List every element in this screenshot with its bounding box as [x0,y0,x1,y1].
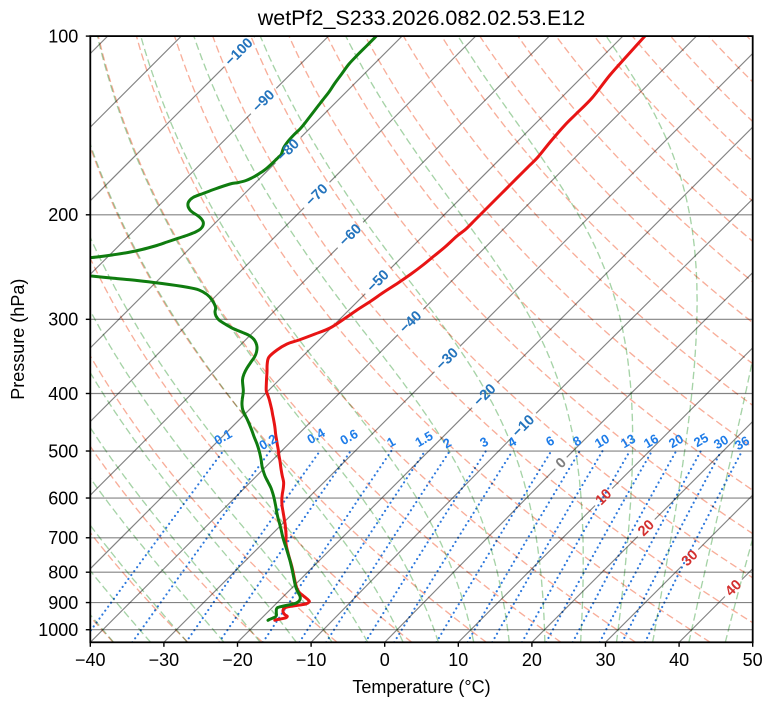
svg-text:50: 50 [743,650,763,670]
svg-text:−30: −30 [149,650,180,670]
svg-text:500: 500 [48,441,78,461]
svg-text:700: 700 [48,528,78,548]
svg-text:30: 30 [595,650,615,670]
svg-text:600: 600 [48,488,78,508]
svg-text:Temperature (°C): Temperature (°C) [352,677,490,697]
svg-text:400: 400 [48,384,78,404]
svg-text:100: 100 [48,27,78,47]
svg-text:300: 300 [48,310,78,330]
svg-text:10: 10 [448,650,468,670]
svg-text:20: 20 [522,650,542,670]
svg-text:1000: 1000 [38,620,78,640]
svg-text:800: 800 [48,563,78,583]
svg-text:Pressure (hPa): Pressure (hPa) [8,279,28,400]
svg-text:−10: −10 [296,650,327,670]
svg-text:200: 200 [48,205,78,225]
svg-text:0: 0 [380,650,390,670]
svg-text:−20: −20 [222,650,253,670]
svg-text:900: 900 [48,593,78,613]
svg-text:−40: −40 [75,650,106,670]
svg-text:wetPf2_S233.2026.082.02.53.E12: wetPf2_S233.2026.082.02.53.E12 [257,6,586,30]
svg-text:40: 40 [669,650,689,670]
